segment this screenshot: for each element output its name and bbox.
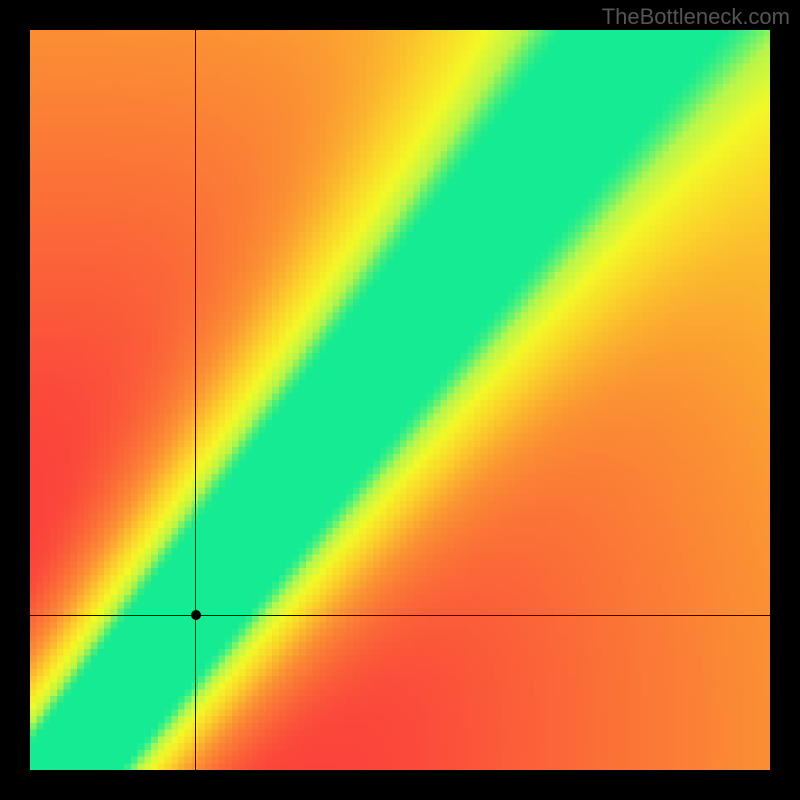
- chart-container: TheBottleneck.com: [0, 0, 800, 800]
- watermark-text: TheBottleneck.com: [602, 4, 790, 30]
- crosshair-marker: [191, 610, 201, 620]
- heatmap-canvas: [30, 30, 770, 770]
- crosshair-vertical: [195, 30, 196, 770]
- heatmap-area: [30, 30, 770, 770]
- crosshair-horizontal: [30, 615, 770, 616]
